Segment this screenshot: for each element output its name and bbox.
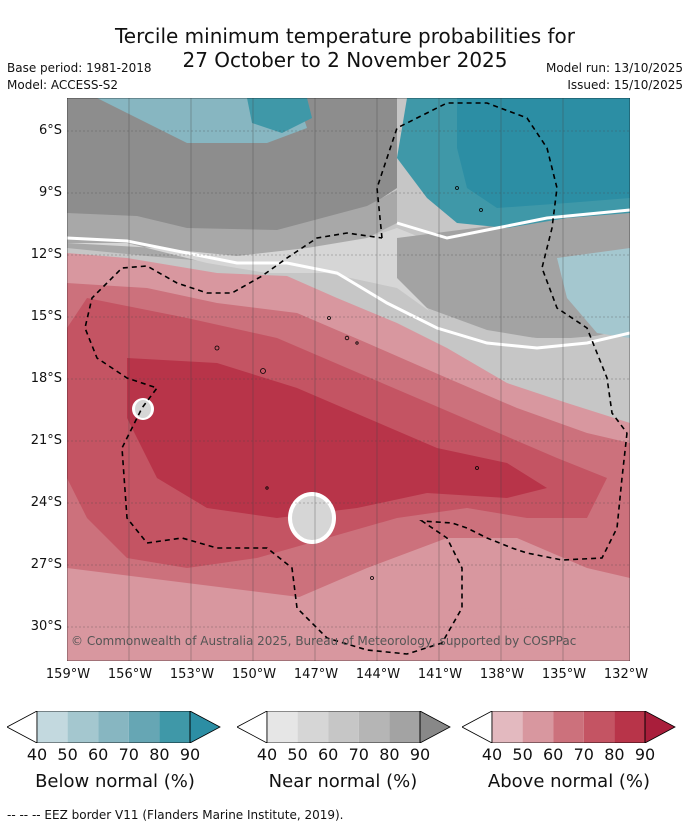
below-arrow-low — [7, 711, 38, 743]
eez-kiribati — [376, 102, 628, 434]
model-name: Model: ACCESS-S2 — [7, 78, 119, 92]
above-normal-label: Above normal (%) — [487, 771, 651, 792]
near-seg-40 — [267, 711, 298, 743]
below-seg-80 — [159, 711, 190, 743]
tercile-boundary — [67, 236, 630, 350]
lat-label-6s: 6°S — [38, 123, 62, 138]
lat-label-30s: 30°S — [30, 619, 62, 634]
above-normal-colorbar — [462, 711, 676, 743]
lon-label-150w: 150°W — [231, 667, 277, 682]
near-arrow-high — [419, 711, 451, 743]
meta-left: Base period: 1981-2018 Model: ACCESS-S2 — [7, 60, 152, 94]
below-seg-60 — [98, 711, 129, 743]
below-tick-70: 70 — [118, 745, 139, 764]
probability-map: © Commonwealth of Australia 2025, Bureau… — [67, 98, 630, 661]
below-normal-top-left-core — [247, 98, 312, 133]
above-normal-lower — [67, 568, 630, 661]
near-normal-high — [67, 98, 397, 233]
islands — [214, 186, 483, 580]
map-title: Tercile minimum temperature probabilitie… — [0, 24, 690, 72]
issued-date: Issued: 15/10/2025 — [567, 78, 683, 92]
below-tick-40: 40 — [26, 745, 48, 764]
near-tick-40: 40 — [256, 745, 278, 764]
above-tick-70: 70 — [573, 745, 594, 764]
near-seg-60 — [328, 711, 359, 743]
above-seg-40 — [492, 711, 523, 743]
near-normal-right — [397, 208, 630, 338]
lon-label-159w: 159°W — [45, 667, 91, 682]
above-tick-40: 40 — [481, 745, 503, 764]
near-normal-patch-small-inner — [135, 400, 151, 418]
lat-label-21s: 21°S — [30, 433, 62, 448]
lon-label-132w: 132°W — [603, 667, 649, 682]
above-arrow-high — [644, 711, 676, 743]
below-normal-light — [557, 248, 630, 338]
above-seg-60 — [553, 711, 584, 743]
below-seg-70 — [128, 711, 160, 743]
below-normal-core — [457, 98, 630, 208]
below-normal-colorbar — [7, 711, 221, 743]
lon-label-153w: 153°W — [169, 667, 215, 682]
near-tick-80: 80 — [379, 745, 400, 764]
below-tick-50: 50 — [57, 745, 78, 764]
above-tick-80: 80 — [604, 745, 625, 764]
model-run: Model run: 13/10/2025 — [545, 61, 683, 75]
near-seg-50 — [297, 711, 329, 743]
lon-label-147w: 147°W — [293, 667, 339, 682]
above-seg-80 — [614, 711, 645, 743]
lon-label-135w: 135°W — [541, 667, 587, 682]
title-line-2: 27 October to 2 November 2025 — [182, 48, 508, 72]
below-tick-60: 60 — [88, 745, 109, 764]
near-tick-60: 60 — [318, 745, 339, 764]
eez-footnote: -- -- -- EEZ border V11 (Flanders Marine… — [7, 808, 344, 822]
eez-french-polynesia — [84, 232, 628, 655]
above-tick-90: 90 — [634, 745, 656, 764]
lat-label-27s: 27°S — [30, 557, 62, 572]
above-tick-50: 50 — [512, 745, 533, 764]
above-tick-60: 60 — [543, 745, 564, 764]
lat-label-15s: 15°S — [30, 309, 62, 324]
near-normal-label: Near normal (%) — [268, 771, 418, 792]
near-normal-colorbar — [237, 711, 451, 743]
near-normal-patch-inner — [292, 496, 332, 540]
lon-label-141w: 141°W — [417, 667, 463, 682]
lat-label-18s: 18°S — [30, 371, 62, 386]
copyright: © Commonwealth of Australia 2025, Bureau… — [71, 634, 576, 648]
near-normal-lower-right — [427, 308, 630, 418]
lon-label-156w: 156°W — [107, 667, 153, 682]
lat-label-12s: 12°S — [30, 247, 62, 262]
below-tick-80: 80 — [149, 745, 170, 764]
near-seg-70 — [358, 711, 390, 743]
above-ticks: 40 50 60 70 80 90 — [462, 745, 682, 765]
below-ticks: 40 50 60 70 80 90 — [7, 745, 227, 765]
near-seg-80 — [389, 711, 420, 743]
lat-label-9s: 9°S — [38, 185, 62, 200]
near-ticks: 40 50 60 70 80 90 — [237, 745, 457, 765]
below-seg-40 — [37, 711, 68, 743]
near-arrow-low — [237, 711, 268, 743]
lat-label-24s: 24°S — [30, 495, 62, 510]
grid — [67, 98, 630, 661]
title-line-1: Tercile minimum temperature probabilitie… — [114, 24, 576, 48]
near-tick-50: 50 — [287, 745, 308, 764]
meta-right: Model run: 13/10/2025 Issued: 15/10/2025 — [546, 60, 683, 94]
near-tick-70: 70 — [348, 745, 369, 764]
above-seg-70 — [583, 711, 615, 743]
below-tick-90: 90 — [179, 745, 201, 764]
near-tick-90: 90 — [409, 745, 431, 764]
below-arrow-high — [189, 711, 221, 743]
above-normal-core — [127, 358, 547, 518]
eez-borders — [84, 102, 628, 655]
above-seg-50 — [522, 711, 554, 743]
below-boundary — [396, 208, 630, 240]
lon-label-144w: 144°W — [355, 667, 401, 682]
above-arrow-low — [462, 711, 493, 743]
below-normal-label: Below normal (%) — [35, 771, 195, 792]
below-seg-50 — [67, 711, 99, 743]
lon-label-138w: 138°W — [479, 667, 525, 682]
base-period: Base period: 1981-2018 — [7, 61, 152, 75]
